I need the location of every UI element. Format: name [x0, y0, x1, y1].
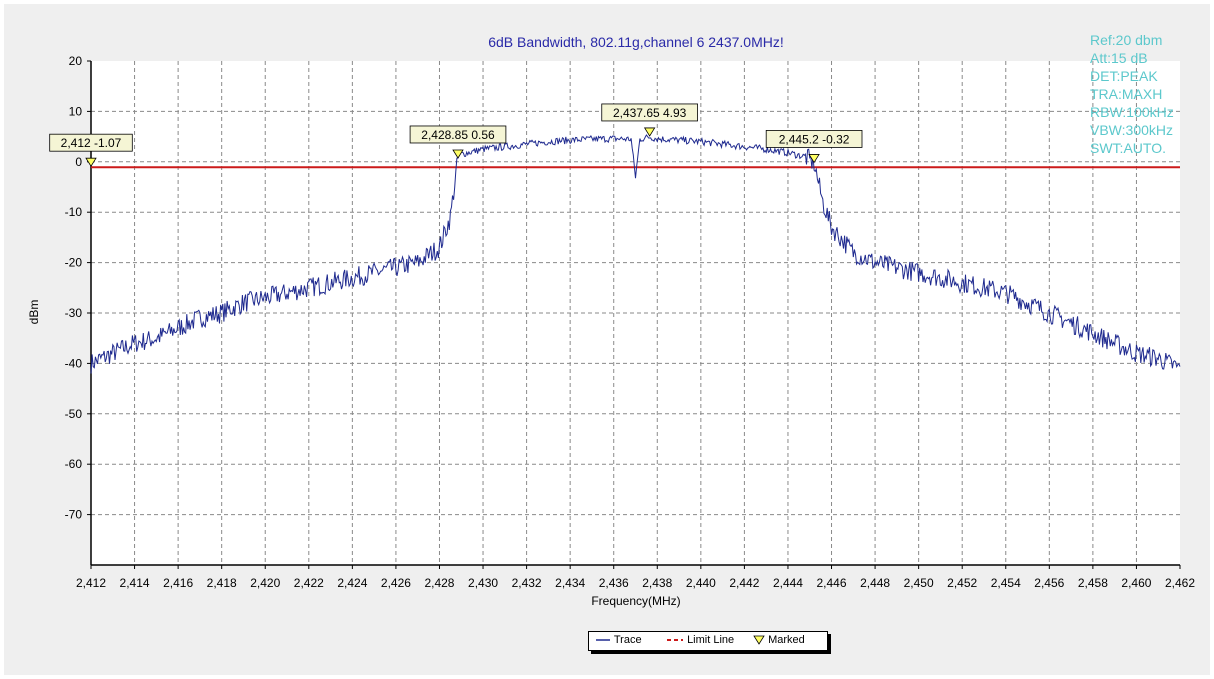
x-tick-label: 2,426 — [381, 576, 411, 590]
series-layer — [90, 134, 1181, 374]
x-tick-label: 2,430 — [468, 576, 498, 590]
x-tick-label: 2,444 — [773, 576, 803, 590]
markers: 2,412 -1.07 2,428.85 0.56 2,437.65 4.93 2,4… — [49, 103, 863, 167]
y-tick-label: -50 — [65, 407, 83, 421]
marker-callout-box — [409, 125, 507, 144]
tick-labels: 2,412 2,414 2,416 2,418 2,420 2,422 2,424 2,426… — [65, 54, 1196, 590]
x-tick-label: 2,450 — [904, 576, 934, 590]
x-tick-label: 2,412 — [76, 576, 106, 590]
legend-trace-label: Trace — [613, 634, 642, 646]
x-tick-label: 2,442 — [729, 576, 759, 590]
x-tick-label: 2,446 — [817, 576, 847, 590]
x-tick-label: 2,456 — [1034, 576, 1064, 590]
marker-callout-box — [765, 130, 863, 148]
marker-callout-label: 2,437.65 4.93 — [613, 106, 687, 120]
y-tick-label: -30 — [65, 306, 83, 320]
y-axis-label: dBm — [27, 300, 41, 325]
x-tick-label: 2,416 — [163, 576, 193, 590]
x-tick-label: 2,460 — [1121, 576, 1151, 590]
x-tick-label: 2,448 — [860, 576, 890, 590]
grid — [91, 61, 1180, 565]
marker-triangle — [643, 127, 656, 137]
x-tick-label: 2,454 — [991, 576, 1021, 590]
x-tick-label: 2,428 — [424, 576, 454, 590]
x-tick-label: 2,414 — [120, 576, 150, 590]
x-tick-label: 2,440 — [686, 576, 716, 590]
x-tick-label: 2,436 — [599, 576, 629, 590]
y-tick-label: -70 — [65, 508, 83, 522]
legend-limit-line-label: Limit Line — [687, 634, 735, 646]
legend-item-marked: Marked — [753, 634, 805, 646]
dashed-line-icon — [667, 639, 683, 642]
x-axis-label: Frequency(MHz) — [591, 594, 680, 608]
x-tick-label: 2,458 — [1078, 576, 1108, 590]
legend-marked-label: Marked — [768, 634, 805, 646]
marker-callout-box — [601, 103, 698, 122]
instrument-setting-line: Ref:20 dbm — [1090, 32, 1163, 48]
y-tick-label: -10 — [65, 205, 83, 219]
y-tick-label: 0 — [75, 155, 82, 169]
triangle-marker-icon — [753, 635, 765, 645]
marker-callout-label: 2,412 -1.07 — [61, 136, 122, 150]
x-tick-label: 2,424 — [337, 576, 367, 590]
x-tick-label: 2,434 — [555, 576, 585, 590]
x-tick-label: 2,418 — [207, 576, 237, 590]
y-tick-label: -40 — [65, 356, 83, 370]
instrument-setting-line: VBW:300kHz — [1090, 122, 1173, 138]
marker-callout-label: 2,428.85 0.56 — [421, 128, 495, 142]
marker-callout-label: 2,445.2 -0.32 — [779, 132, 850, 146]
marker-triangle — [808, 154, 820, 164]
trace-line-icon — [596, 639, 610, 641]
x-tick-label: 2,462 — [1165, 576, 1195, 590]
legend-item-trace: Trace — [595, 634, 642, 646]
marker-triangle — [85, 157, 97, 167]
x-tick-label: 2,432 — [512, 576, 542, 590]
x-tick-label: 2,422 — [294, 576, 324, 590]
marker-callout-box — [49, 133, 133, 152]
instrument-setting-line: Att:15 dB — [1090, 50, 1148, 66]
x-tick-label: 2,420 — [250, 576, 280, 590]
trace-line — [90, 134, 1181, 374]
marker-triangle — [452, 149, 464, 159]
y-tick-label: -20 — [65, 256, 83, 270]
instrument-setting-line: TRA:MAXH — [1090, 86, 1163, 102]
y-tick-label: -60 — [65, 457, 83, 471]
plot-area — [91, 61, 1180, 565]
y-tick-label: 10 — [69, 104, 83, 118]
chart-title: 6dB Bandwidth, 802.11g,channel 6 2437.0M… — [488, 34, 784, 50]
instrument-setting-line: SWT:AUTO. — [1090, 140, 1166, 156]
legend: Trace Limit Line Marked — [588, 631, 828, 651]
legend-item-limit-line: Limit Line — [666, 634, 734, 646]
x-tick-label: 2,438 — [642, 576, 672, 590]
y-tick-label: 20 — [69, 54, 83, 68]
x-tick-label: 2,452 — [947, 576, 977, 590]
instrument-setting-line: DET:PEAK — [1090, 68, 1158, 84]
instrument-setting-line: RBW:100kHz — [1090, 104, 1174, 120]
